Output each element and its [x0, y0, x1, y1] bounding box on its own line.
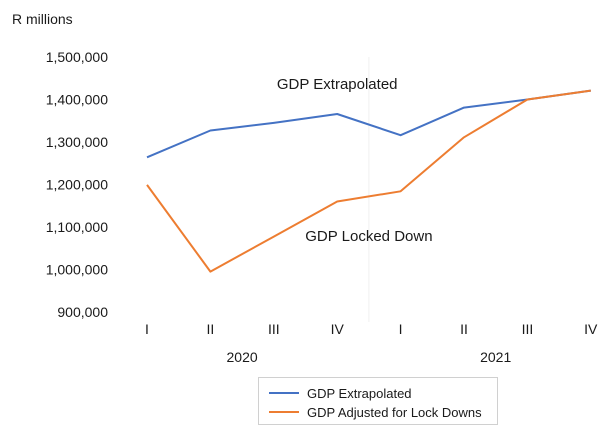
series-line-gdp-extrapolated	[146, 89, 591, 159]
y-tick-label: 1,000,000	[46, 262, 108, 278]
y-tick-label: 1,400,000	[46, 92, 108, 108]
legend-item-gdp-extrapolated: GDP Extrapolated	[269, 384, 412, 402]
x-tick-label: III	[268, 321, 280, 337]
y-axis-unit-label: R millions	[12, 11, 73, 27]
legend-swatch-orange	[269, 411, 299, 413]
x-tick-label: IV	[584, 321, 598, 337]
series-line-gdp-adjusted	[146, 89, 591, 273]
y-tick-label: 1,200,000	[46, 177, 108, 193]
y-tick-label: 1,500,000	[46, 49, 108, 65]
chart-annotation: GDP Locked Down	[305, 228, 432, 245]
chart-annotation: GDP Extrapolated	[277, 76, 398, 93]
x-group-label: 2020	[227, 349, 258, 365]
x-tick-label: II	[460, 321, 468, 337]
y-tick-label: 1,300,000	[46, 134, 108, 150]
legend-label-gdp-extrapolated: GDP Extrapolated	[307, 385, 412, 401]
x-tick-label: II	[207, 321, 215, 337]
y-tick-label: 900,000	[57, 304, 108, 320]
x-group-label: 2021	[480, 349, 511, 365]
legend-label-gdp-adjusted: GDP Adjusted for Lock Downs	[307, 404, 482, 420]
x-tick-label: III	[522, 321, 534, 337]
chart-legend: GDP Extrapolated GDP Adjusted for Lock D…	[258, 377, 498, 425]
y-tick-label: 1,100,000	[46, 219, 108, 235]
x-tick-label: IV	[331, 321, 345, 337]
x-tick-label: I	[399, 321, 403, 337]
x-tick-label: I	[145, 321, 149, 337]
legend-swatch-blue	[269, 392, 299, 394]
legend-item-gdp-adjusted: GDP Adjusted for Lock Downs	[269, 403, 482, 421]
